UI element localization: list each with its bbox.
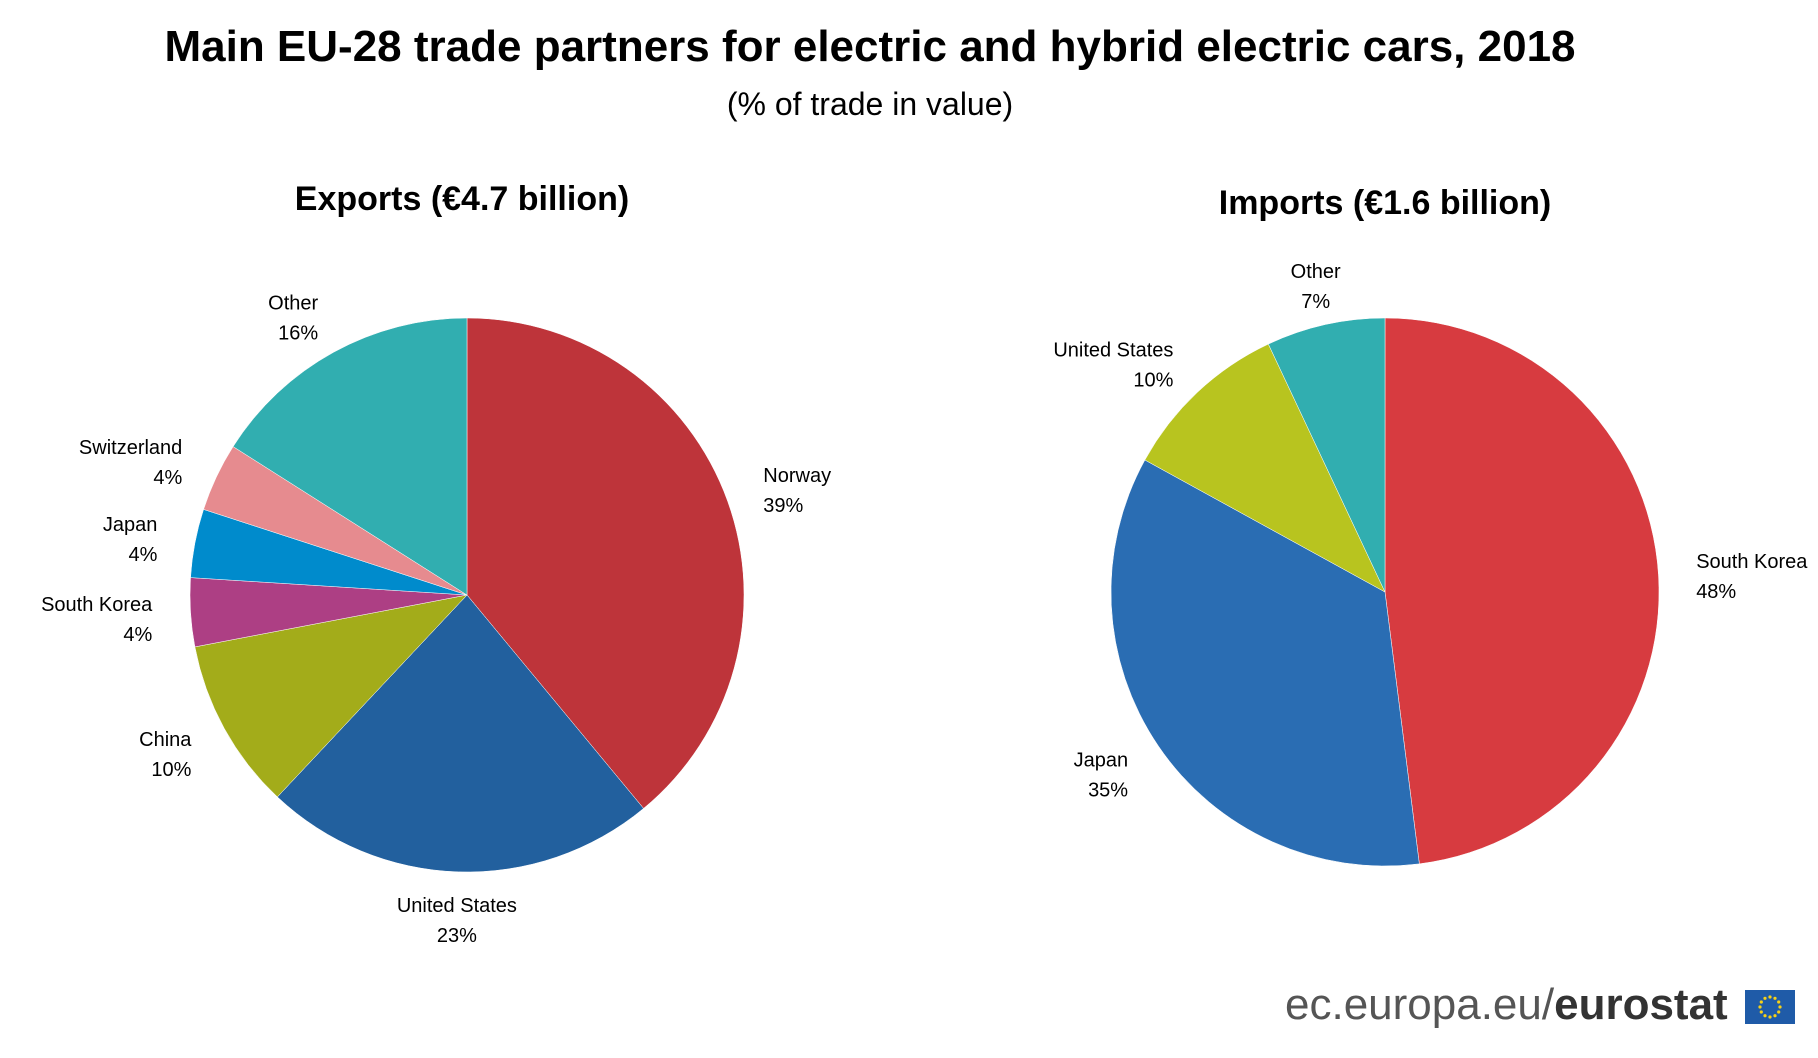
imports-value-other: 7% — [1301, 291, 1330, 313]
exports-value-japan: 4% — [128, 544, 157, 566]
exports-label-united-states: United States — [397, 895, 517, 917]
imports-slice-japan — [1110, 459, 1420, 867]
exports-value-other: 16% — [278, 322, 318, 344]
exports-label-norway: Norway — [763, 465, 831, 487]
exports-value-united-states: 23% — [437, 925, 477, 947]
eurostat-footer: ec.europa.eu/eurostat — [1285, 980, 1728, 1030]
imports-label-united-states: United States — [1053, 339, 1173, 361]
imports-value-japan: 35% — [1088, 780, 1128, 802]
imports-label-japan: Japan — [1074, 750, 1129, 772]
exports-label-other: Other — [268, 292, 318, 314]
imports-label-other: Other — [1291, 261, 1341, 283]
exports-value-switzerland: 4% — [153, 467, 182, 489]
exports-label-china: China — [139, 729, 192, 751]
imports-slice-other — [1268, 317, 1386, 593]
imports-slice-united-states — [1144, 343, 1386, 593]
exports-slice-other — [232, 317, 468, 596]
exports-label-switzerland: Switzerland — [79, 437, 182, 459]
imports-slice-south-korea — [1384, 317, 1660, 865]
exports-label-japan: Japan — [103, 514, 158, 536]
exports-value-norway: 39% — [763, 495, 803, 517]
eu-flag-icon — [1745, 990, 1795, 1024]
imports-label-south-korea: South Korea — [1696, 551, 1808, 573]
exports-slice-united-states — [277, 594, 644, 873]
exports-slice-norway — [466, 317, 745, 809]
exports-slice-china — [194, 594, 468, 798]
exports-value-china: 10% — [151, 759, 191, 781]
footer-brand: eurostat — [1554, 980, 1728, 1029]
imports-value-united-states: 10% — [1133, 369, 1173, 391]
imports-value-south-korea: 48% — [1696, 581, 1736, 603]
exports-label-south-korea: South Korea — [41, 594, 153, 616]
exports-value-south-korea: 4% — [123, 624, 152, 646]
chart-subtitle: (% of trade in value) — [726, 86, 1014, 122]
chart-main-title: Main EU-28 trade partners for electric a… — [164, 22, 1576, 71]
footer-domain: ec.europa.eu/ — [1285, 980, 1555, 1029]
imports-chart-title: Imports (€1.6 billion) — [1218, 184, 1552, 222]
exports-chart-title: Exports (€4.7 billion) — [294, 180, 630, 218]
